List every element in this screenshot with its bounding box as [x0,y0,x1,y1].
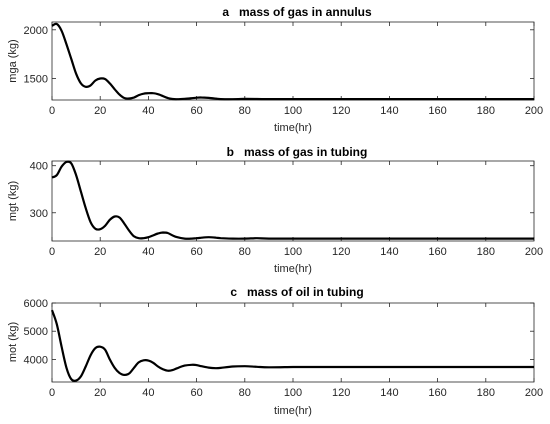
panel-c-xtick-label: 140 [380,387,398,399]
panel-c-xtick-label: 200 [525,387,543,399]
panel-b-title: b mass of gas in tubing [227,145,368,159]
panel-b-xtick-label: 100 [284,246,302,258]
panel-a-xtick-label: 100 [284,105,302,117]
panel-b-ytick-label: 300 [30,208,48,220]
panel-c-series [50,309,534,383]
panel-c-line [50,309,534,383]
panel-b-xtick-label: 80 [239,246,251,258]
panel-c-xtick-label: 60 [190,387,202,399]
panel-a-xtick-label: 20 [94,105,106,117]
panel-a-xtick-label: 160 [428,105,446,117]
panel-c-xtick-label: 100 [284,387,302,399]
panel-c-xtick-label: 40 [142,387,154,399]
panel-b: b mass of gas in tubing 0 20 40 60 80 100 120 1… [7,145,543,275]
panel-c-xtick-label: 180 [477,387,495,399]
panel-a-ticks: 0 20 40 60 80 100 120 140 160 180 200 1500 2000 [24,22,543,117]
panel-b-xtick-label: 200 [525,246,543,258]
panel-a-xtick-label: 140 [380,105,398,117]
panel-a-xtick-label: 60 [190,105,202,117]
panel-a-ylabel: mga (kg) [7,39,19,82]
panel-c-xtick-label: 0 [49,387,55,399]
panel-c-ylabel: mot (kg) [7,322,19,362]
panel-c-xtick-label: 120 [332,387,350,399]
panel-b-xlabel: time(hr) [274,263,312,275]
panel-c-ticks: 0 20 40 60 80 100 120 140 160 180 200 4000 5000 6000 [24,298,544,399]
panel-c-xlabel: time(hr) [274,405,312,417]
panel-c-xtick-label: 80 [239,387,251,399]
panel-a-xlabel: time(hr) [274,122,312,134]
panel-a-series [51,22,534,101]
panel-b-xtick-label: 180 [477,246,495,258]
panel-b-xtick-label: 140 [380,246,398,258]
panel-a-title: a mass of gas in annulus [222,5,372,19]
panel-c-ytick-label: 6000 [24,298,48,310]
panel-c-xtick-label: 160 [428,387,446,399]
panel-c: c mass of oil in tubing 0 20 40 60 80 100 120 1… [7,285,543,417]
panel-a-xtick-label: 200 [525,105,543,117]
panel-b-ytick-label: 400 [30,161,48,173]
panel-a-xtick-label: 180 [477,105,495,117]
panel-c-ytick-label: 5000 [24,326,48,338]
panel-a-ytick-label: 1500 [24,74,48,86]
panel-a-xtick-label: 120 [332,105,350,117]
panel-b-xtick-label: 20 [94,246,106,258]
panel-b-xtick-label: 120 [332,246,350,258]
panel-c-title: c mass of oil in tubing [230,285,363,299]
panel-b-xtick-label: 0 [49,246,55,258]
panel-b-axes [51,160,535,242]
panel-a-xtick-label: 40 [142,105,154,117]
panel-c-xtick-label: 20 [94,387,106,399]
panel-b-ticks: 0 20 40 60 80 100 120 140 160 180 200 300 400 [30,161,544,258]
panel-b-xtick-label: 60 [190,246,202,258]
panel-a-xtick-label: 0 [49,105,55,117]
panel-b-ylabel: mgt (kg) [7,181,19,221]
panel-a-ytick-label: 2000 [24,25,48,37]
panel-b-line [51,160,534,240]
panel-a: a mass of gas in annulus 0 20 40 60 80 100 120… [7,5,543,134]
panel-a-xtick-label: 80 [239,105,251,117]
panel-a-axes [51,21,535,101]
panel-b-xtick-label: 160 [428,246,446,258]
panel-b-series [51,160,534,240]
panel-a-line [51,22,534,101]
panel-c-axes [51,302,535,383]
panel-b-xtick-label: 40 [142,246,154,258]
panel-c-ytick-label: 4000 [24,354,48,366]
